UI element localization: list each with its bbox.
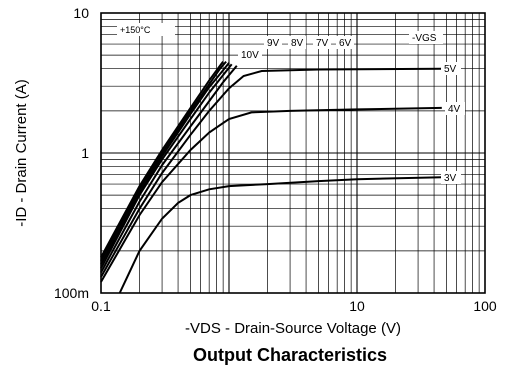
y-tick-label: 1 (81, 145, 89, 161)
temperature-label-bg (117, 23, 175, 36)
series-label-9v: 9V (264, 36, 282, 49)
series-label-7v-bg (313, 36, 331, 49)
grid-lines (100, 13, 485, 294)
x-axis-title: -VDS - Drain-Source Voltage (V) (185, 320, 401, 337)
series-line-6v (100, 65, 238, 273)
series-label-3v: 3V (441, 171, 461, 184)
chart-title: Output Characteristics (193, 345, 387, 365)
series-label-3v-text: 3V (444, 173, 457, 184)
series-line-5v (100, 67, 442, 278)
series-label-7v: 7V (313, 36, 331, 49)
series-label-6v-bg (336, 36, 354, 49)
x-tick-label: 0.1 (91, 298, 111, 314)
series-label-3v-bg (441, 171, 461, 184)
series-line-7v (100, 63, 233, 269)
series-label-4v-text: 4V (448, 104, 461, 115)
series-label-7v-text: 7V (316, 38, 329, 49)
series-line-8v (100, 62, 230, 265)
series-label-9v-text: 9V (267, 38, 280, 49)
series-line-10v (100, 60, 224, 258)
y-tick-label: 100m (54, 285, 89, 301)
series-label-4v-bg (445, 102, 465, 115)
series-label-8v-bg (288, 36, 306, 49)
plot-frame (100, 12, 486, 294)
vgs-parameter-label-text: -VGS (412, 33, 437, 44)
y-axis-title: -ID - Drain Current (A) (13, 79, 30, 227)
series-label-10v-bg (238, 48, 262, 61)
series-label-6v: 6V (336, 36, 354, 49)
series-label-8v-text: 8V (291, 38, 304, 49)
series-label-4v: 4V (445, 102, 465, 115)
series-label-5v: 5V (441, 62, 461, 75)
series-label-10v: 10V (238, 48, 262, 61)
series-label-6v-text: 6V (339, 38, 352, 49)
temperature-label-text: +150°C (120, 25, 151, 35)
series-label-5v-text: 5V (444, 64, 457, 75)
curves (100, 60, 442, 294)
y-tick-label: 10 (73, 5, 89, 21)
series-label-9v-bg (264, 36, 282, 49)
x-tick-label: 10 (349, 298, 365, 314)
series-line-4v (100, 106, 442, 283)
series-label-5v-bg (441, 62, 461, 75)
series-label-10v-text: 10V (241, 50, 259, 61)
temperature-label: +150°C (117, 23, 175, 36)
vgs-parameter-label-bg (409, 31, 443, 44)
series-line-3v (118, 176, 442, 294)
vgs-parameter-label: -VGS (409, 31, 443, 44)
x-tick-label: 100 (473, 298, 497, 314)
series-line-9v (100, 60, 227, 262)
series-label-8v: 8V (288, 36, 306, 49)
